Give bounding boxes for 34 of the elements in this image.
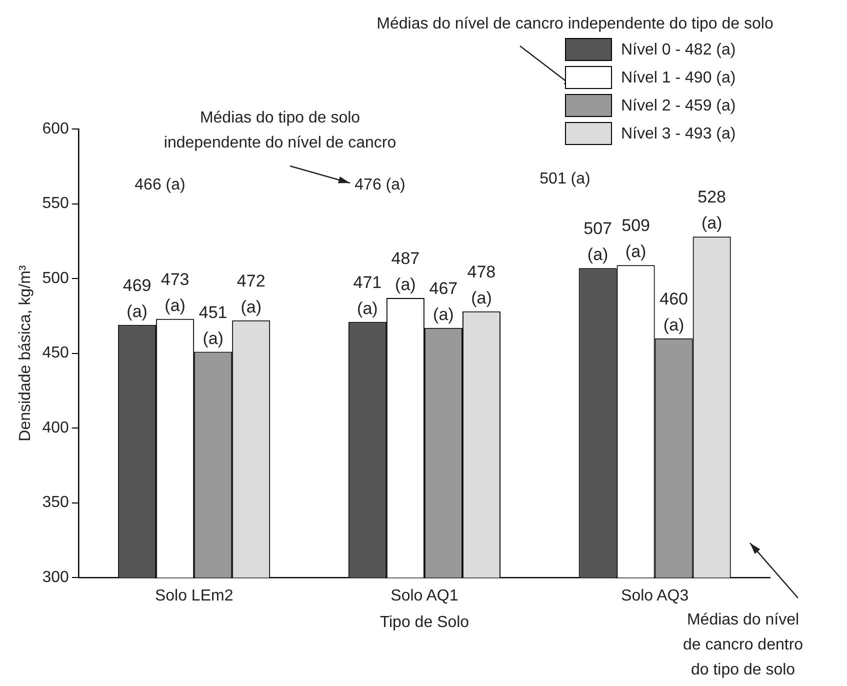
data-label: 507 (a) — [584, 219, 612, 264]
x-tick-label: Solo AQ3 — [621, 588, 689, 605]
data-label: 451 (a) — [198, 302, 228, 348]
y-tick-label: 450 — [42, 344, 69, 362]
data-label: 487 (a) — [391, 248, 420, 294]
data-label: 467 (a) — [429, 278, 458, 324]
y-tick-label: 400 — [42, 419, 69, 436]
data-label: 472 (a) — [236, 271, 266, 316]
data-label: 471 (a) — [353, 272, 382, 318]
y-tick-label: 300 — [42, 569, 69, 586]
annotation: Médias do tipo de solo independente do nível de cancro — [164, 109, 396, 152]
data-label: 528 (a) — [698, 188, 726, 233]
y-tick-label: 600 — [42, 120, 69, 138]
legend-label: Nível 0 - 482 (a) — [621, 41, 736, 58]
annotation: 466 (a) — [134, 176, 186, 194]
legend-label: Nível 3 - 493 (a) — [621, 125, 736, 142]
x-axis-title: Tipo de Solo — [380, 614, 470, 631]
data-label: 469 (a) — [122, 276, 152, 321]
data-label: 478 (a) — [467, 262, 496, 308]
x-tick-label: Solo AQ1 — [390, 588, 458, 605]
annotation: 476 (a) — [354, 176, 406, 194]
y-tick-label: 500 — [42, 270, 69, 287]
data-label: 460 (a) — [660, 289, 688, 334]
data-label: 473 (a) — [160, 270, 190, 315]
legend-label: Nível 1 - 490 (a) — [621, 69, 736, 86]
annotation: 501 (a) — [540, 170, 590, 188]
data-label: 509 (a) — [622, 216, 650, 262]
x-tick-label: Solo LEm2 — [154, 588, 234, 605]
legend-label: Nível 2 - 459 (a) — [621, 97, 736, 114]
y-tick-label: 350 — [42, 494, 69, 512]
y-tick-label: 550 — [42, 195, 69, 212]
y-axis-title: Densidade básica, kg/m³ — [17, 264, 34, 442]
text: Médias do nível de cancro independente do tipo de solo — [376, 15, 774, 32]
text: Médias do nível de cancro dentro do tipo de solo — [682, 611, 804, 678]
